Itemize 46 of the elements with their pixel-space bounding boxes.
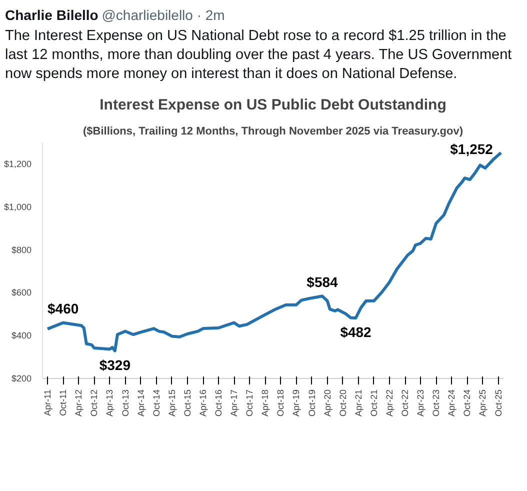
x-tick-label: Apr-20: [322, 389, 332, 416]
annotation: $460: [48, 300, 79, 316]
x-tick-label: Oct-21: [368, 389, 379, 416]
text: @charliebilello · 2m: [102, 7, 225, 23]
x-tick-label: Oct-13: [120, 389, 130, 416]
x-tick-label: Apr-25: [478, 389, 488, 416]
text: The Interest Expense on US National Debt rose to a record $1.25 trillion in the last 12 months, more than doubling over the past 4 years. The US Government now spends more money on interest than it does on National Defense.: [5, 27, 513, 84]
annotation: $482: [340, 324, 372, 340]
x-tick-label: Apr-21: [353, 389, 364, 416]
text: Charlie Bilello: [5, 7, 98, 23]
y-tick-label: $1,000: [4, 202, 32, 212]
x-tick-label: Oct-24: [462, 389, 472, 416]
x-tick-label: Oct-14: [151, 389, 162, 416]
x-tick-label: Oct-17: [244, 389, 255, 416]
x-tick-label: Apr-13: [104, 389, 115, 416]
y-tick-label: $1,200: [4, 158, 32, 169]
x-tick-label: Apr-11: [42, 389, 53, 416]
annotation: $329: [99, 356, 131, 372]
x-tick-label: Apr-23: [416, 389, 426, 416]
x-tick-label: Apr-22: [384, 389, 394, 416]
x-tick-label: Oct-19: [306, 389, 317, 416]
y-tick-label: $600: [11, 287, 32, 298]
x-tick-label: Apr-16: [198, 389, 208, 416]
annotation: $584: [306, 274, 338, 290]
x-tick-label: Oct-12: [89, 389, 100, 416]
x-tick-label: Apr-24: [446, 389, 457, 416]
x-tick-label: Oct-18: [276, 389, 286, 416]
x-tick-label: Apr-12: [74, 389, 84, 416]
annotation: $1,252: [450, 140, 494, 156]
chart-title: Interest Expense on US Public Debt Outstanding: [100, 96, 446, 114]
x-tick-label: Oct-11: [58, 389, 68, 416]
x-tick-label: Oct-20: [338, 389, 348, 416]
x-tick-label: Oct-25: [493, 389, 504, 416]
y-tick-label: $400: [11, 330, 32, 340]
x-tick-label: Apr-19: [291, 389, 302, 416]
x-tick-label: Apr-17: [229, 389, 240, 416]
x-tick-label: Oct-22: [400, 389, 410, 416]
chart-subtitle: ($Billions, Trailing 12 Months, Through November 2025 via Treasury.gov): [83, 125, 464, 138]
x-tick-label: Oct-23: [431, 389, 442, 416]
y-tick-label: $800: [11, 244, 32, 254]
y-tick-label: $200: [11, 373, 32, 384]
x-tick-label: Apr-15: [166, 389, 177, 416]
x-tick-label: Oct-15: [182, 389, 192, 416]
x-tick-label: Apr-18: [260, 389, 270, 416]
x-tick-label: Oct-16: [214, 389, 224, 416]
x-tick-label: Apr-14: [136, 389, 146, 416]
